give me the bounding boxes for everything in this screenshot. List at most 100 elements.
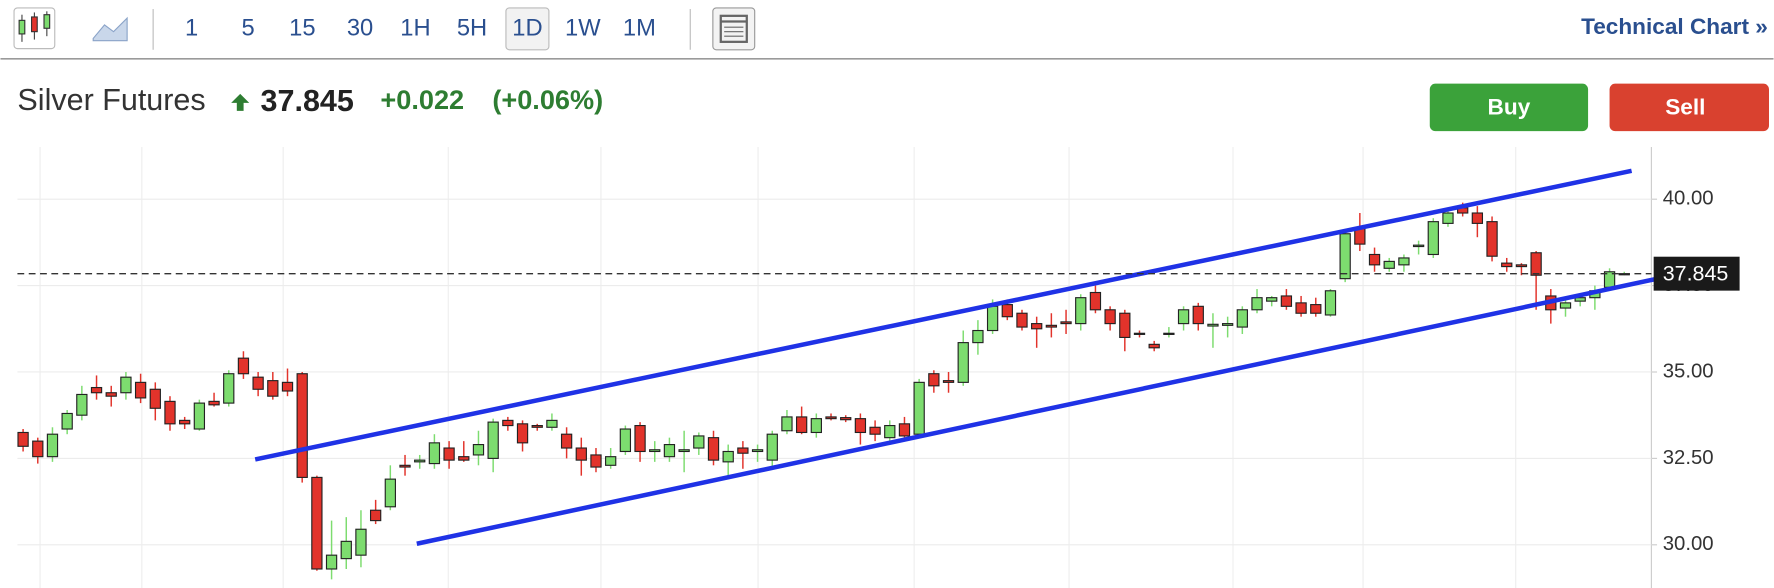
candle-body	[179, 419, 191, 425]
interval-button[interactable]: 5	[242, 16, 255, 42]
candle-body	[1324, 290, 1337, 316]
candle-body	[663, 444, 676, 458]
candle-body	[1075, 297, 1087, 325]
interval-button[interactable]: 30	[347, 16, 373, 42]
candle-body	[443, 447, 455, 461]
y-tick-label: 32.50	[1663, 447, 1714, 469]
candle-body	[237, 357, 250, 375]
candle-body	[928, 373, 940, 387]
trendline	[254, 168, 1633, 462]
candle-body	[810, 418, 822, 434]
candle-body	[1295, 302, 1307, 314]
candle-body	[1471, 212, 1484, 224]
candle-body	[252, 376, 264, 390]
y-tick-label: 40.00	[1663, 188, 1714, 210]
candle-body	[986, 305, 999, 332]
y-tick-label: 30.00	[1663, 533, 1714, 555]
candle-body	[737, 447, 749, 454]
candle-body	[546, 419, 558, 428]
candle-body	[1016, 312, 1028, 328]
interval-button[interactable]: 1	[185, 16, 198, 42]
candle-body	[1177, 309, 1190, 325]
candle-body	[1559, 302, 1572, 309]
interval-button[interactable]: 1M	[623, 16, 656, 42]
active-interval-box	[505, 7, 550, 51]
candle-body	[1280, 295, 1293, 307]
candle-body	[355, 528, 367, 556]
candle-body	[487, 421, 499, 459]
candle-body	[957, 342, 969, 383]
candle-body	[1310, 304, 1322, 314]
layout-icon[interactable]	[712, 7, 756, 51]
candle-body	[208, 400, 220, 406]
candle-body	[898, 423, 911, 437]
last-price: 37.845	[261, 84, 354, 118]
sell-button[interactable]: Sell	[1609, 83, 1769, 132]
candle-body	[296, 373, 308, 478]
buy-label[interactable]: Buy	[1488, 95, 1531, 120]
candle-body	[634, 424, 646, 453]
candle-body	[90, 386, 103, 394]
candle-body	[1486, 221, 1498, 257]
candle-body	[267, 380, 279, 397]
candle-body	[472, 444, 485, 456]
candle-body	[1412, 244, 1425, 248]
candle-body	[1427, 221, 1439, 256]
candle-body	[1045, 324, 1058, 328]
interval-button[interactable]: 1W	[565, 16, 601, 42]
candle-body	[369, 509, 382, 522]
candle-body	[325, 554, 338, 570]
candle-body	[1368, 253, 1381, 266]
candle-body	[1354, 227, 1366, 245]
up-arrow	[231, 93, 250, 111]
candle-body	[414, 459, 426, 463]
candle-body	[1442, 212, 1454, 224]
candle-body	[913, 381, 925, 435]
candle-body	[399, 464, 411, 468]
candle-body	[751, 449, 764, 453]
candle-body	[281, 381, 294, 392]
candle-body	[707, 437, 720, 461]
candle-body	[972, 329, 984, 344]
candle-body	[575, 447, 587, 461]
candle-body	[1251, 297, 1263, 311]
candle-body	[605, 456, 617, 466]
interval-button[interactable]: 5H	[457, 16, 487, 42]
interval-button[interactable]: 1H	[400, 16, 430, 42]
candle-body	[1383, 260, 1395, 269]
candle-body	[1530, 252, 1542, 276]
interval-button[interactable]: 15	[289, 16, 315, 42]
sell-label[interactable]: Sell	[1665, 95, 1705, 120]
candle-body	[825, 416, 837, 420]
candle-body	[1163, 332, 1175, 335]
y-tick-label: 35.00	[1663, 360, 1714, 382]
candle-body	[149, 388, 161, 409]
candle-body	[942, 380, 955, 383]
trendline	[416, 275, 1663, 546]
candle-body	[223, 373, 235, 404]
candle-body	[1031, 323, 1043, 330]
candle-icon[interactable]	[13, 7, 56, 50]
candle-body	[1001, 304, 1013, 318]
candle-body	[17, 431, 29, 447]
candle-body	[428, 442, 441, 465]
interval-button[interactable]: 1D	[512, 16, 542, 42]
last-price-box	[1653, 256, 1740, 291]
technical-chart-link[interactable]: Technical Chart »	[1581, 14, 1768, 39]
candle-body	[193, 402, 206, 430]
candle-body	[1148, 343, 1160, 349]
candle-body	[340, 540, 352, 560]
candle-body	[32, 440, 44, 458]
buy-button[interactable]: Buy	[1429, 83, 1589, 132]
price-change-pct: (+0.06%)	[492, 84, 603, 115]
candle-body	[1119, 312, 1131, 338]
candle-body	[531, 424, 543, 428]
candle-body	[1339, 233, 1351, 280]
candle-body	[1221, 323, 1234, 326]
candle-body	[1060, 321, 1072, 325]
candle-body	[590, 454, 602, 468]
candle-body	[164, 400, 176, 425]
line-icon[interactable]	[92, 16, 128, 42]
candle-body	[458, 456, 470, 461]
